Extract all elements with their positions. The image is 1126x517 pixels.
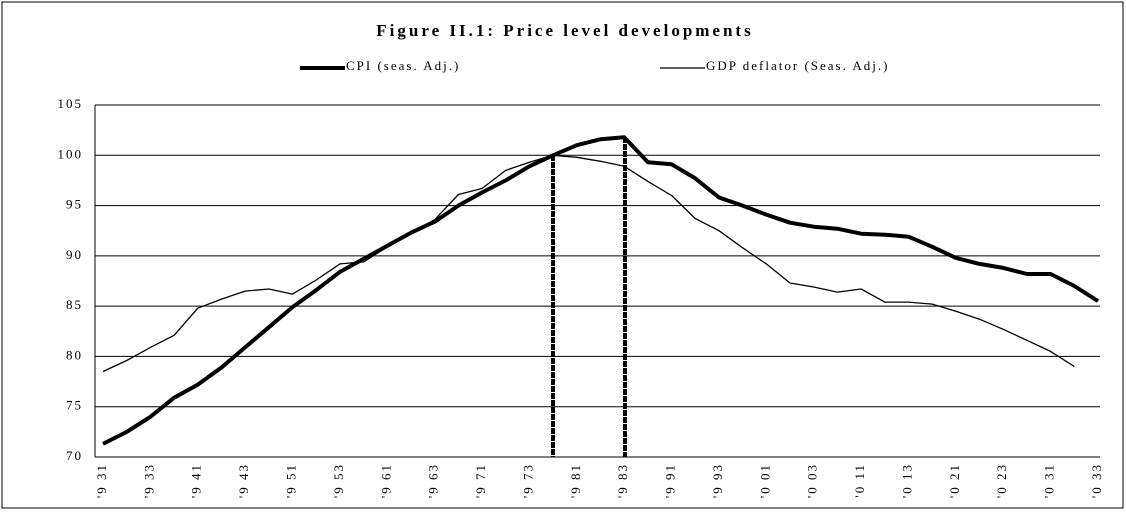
x-tick-label: '9 71 xyxy=(473,463,488,498)
x-tick-label: '9 33 xyxy=(141,463,156,498)
chart-border xyxy=(1,1,1124,509)
legend-label: GDP deflator (Seas. Adj.) xyxy=(706,58,889,73)
x-tick-label: '9 31 xyxy=(94,463,109,498)
x-tick-label: '0 01 xyxy=(757,463,772,498)
y-tick-label: 95 xyxy=(66,197,83,212)
x-tick-label: '0 33 xyxy=(1089,463,1104,498)
x-tick-label: '0 13 xyxy=(899,463,914,498)
x-tick-label: '9 81 xyxy=(568,463,583,498)
x-tick-label: '0 21 xyxy=(947,463,962,498)
x-tick-label: '9 41 xyxy=(189,463,204,498)
series-line xyxy=(102,154,1075,373)
y-tick-label: 105 xyxy=(58,96,84,111)
legend-label: CPI (seas. Adj.) xyxy=(346,58,460,73)
y-tick-label: 90 xyxy=(66,247,83,262)
x-tick-label: '9 63 xyxy=(426,463,441,498)
x-tick-label: '9 51 xyxy=(284,463,299,498)
chart-title: Figure II.1: Price level developments xyxy=(376,21,753,40)
y-tick-label: 75 xyxy=(66,398,83,413)
x-tick-label: '0 11 xyxy=(852,463,867,498)
x-tick-label: '9 91 xyxy=(663,463,678,498)
x-tick-label: '9 43 xyxy=(236,463,251,498)
x-tick-label: '9 53 xyxy=(331,463,346,498)
x-tick-label: '9 73 xyxy=(520,463,535,498)
y-tick-label: 100 xyxy=(58,146,84,161)
y-tick-label: 80 xyxy=(66,347,83,362)
y-tick-label: 85 xyxy=(66,297,83,312)
series-line xyxy=(102,135,1100,446)
x-tick-label: '9 83 xyxy=(615,463,630,498)
x-tick-label: '9 61 xyxy=(378,463,393,498)
x-tick-label: '0 03 xyxy=(805,463,820,498)
x-tick-label: '0 31 xyxy=(1042,463,1057,498)
y-tick-label: 70 xyxy=(66,448,83,463)
x-tick-label: '0 23 xyxy=(994,463,1009,498)
x-tick-label: '9 93 xyxy=(710,463,725,498)
